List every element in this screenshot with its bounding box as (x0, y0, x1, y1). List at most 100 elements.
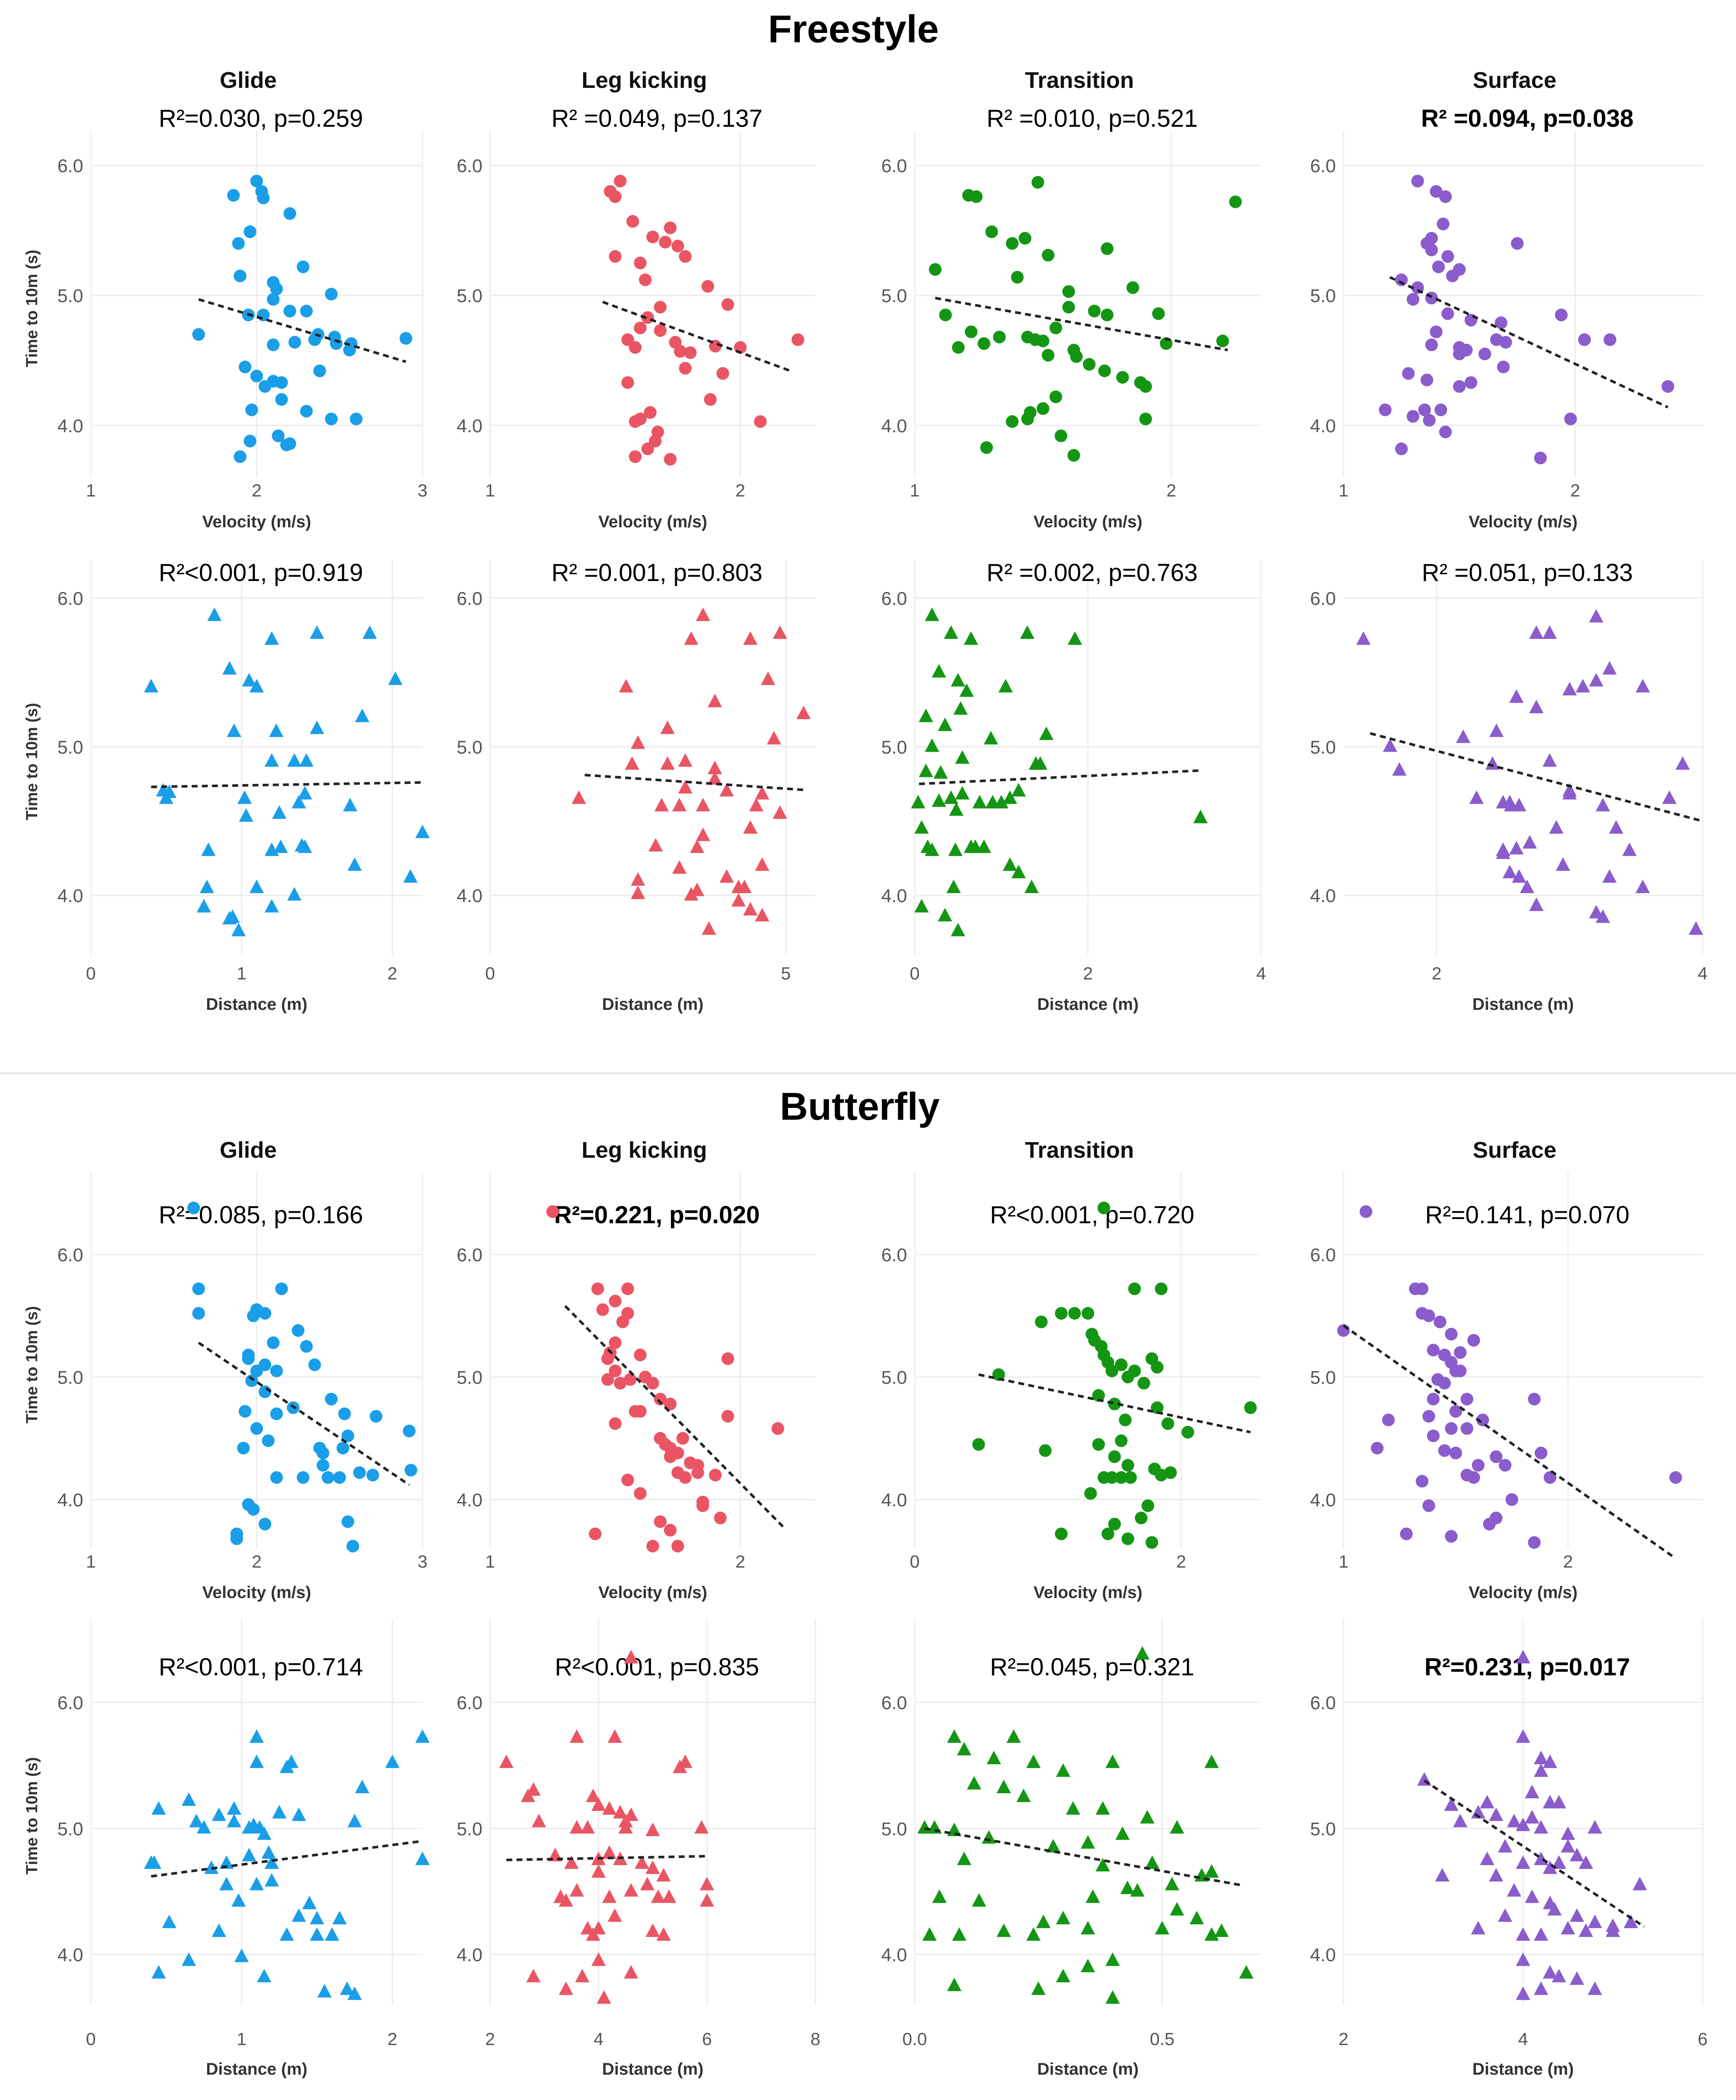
data-point (1528, 1393, 1541, 1406)
data-point (1425, 243, 1438, 256)
data-point (1478, 347, 1491, 360)
data-point (684, 887, 698, 901)
data-point (1379, 404, 1392, 416)
data-point (679, 1471, 692, 1484)
data-point (993, 330, 1006, 344)
data-point (1101, 308, 1114, 322)
data-point (1383, 738, 1398, 752)
data-point (272, 805, 287, 819)
data-point (591, 1797, 606, 1811)
data-point (656, 1868, 671, 1882)
x-tick-label: 4 (1518, 2029, 1528, 2049)
x-tick-label: 0 (910, 963, 919, 983)
data-point (654, 300, 667, 314)
data-point (151, 1801, 166, 1815)
data-point (325, 1393, 338, 1406)
y-tick-label: 6.0 (881, 1693, 907, 1713)
data-point (953, 701, 968, 715)
data-point (634, 322, 647, 335)
data-point (1062, 300, 1075, 314)
data-point (1415, 1282, 1428, 1295)
data-point (674, 345, 687, 358)
data-point (308, 1358, 321, 1371)
data-point (664, 453, 677, 466)
data-point (978, 337, 990, 350)
data-point (531, 1814, 546, 1827)
data-point (621, 1282, 634, 1295)
panel-title: Transition (1025, 1137, 1134, 1163)
data-point (1204, 1754, 1219, 1768)
data-point (1480, 1852, 1494, 1865)
data-point (624, 1650, 638, 1664)
data-point (1441, 307, 1454, 320)
panels: 4.0 5.0 6.0 1 2 3 Velocity (m/s) Time to 10m (s… (23, 68, 1708, 2078)
data-point (1552, 1969, 1566, 1983)
data-point (273, 839, 288, 853)
data-point (1011, 865, 1026, 878)
data-point (773, 625, 787, 639)
stats-annotation: R²<0.001, p=0.714 (159, 1653, 363, 1681)
data-point (279, 1927, 294, 1941)
data-point (911, 795, 926, 809)
data-point (646, 1822, 660, 1836)
data-point (619, 679, 633, 693)
data-point (1441, 250, 1454, 263)
x-axis-label: Distance (m) (602, 995, 703, 1014)
data-point (1543, 1965, 1557, 1979)
data-point (646, 1860, 660, 1874)
data-point (1029, 333, 1042, 346)
data-point (1016, 1788, 1031, 1802)
data-point (264, 753, 279, 767)
data-point (1505, 1493, 1518, 1506)
data-point (1534, 1446, 1548, 1459)
data-point (1214, 1923, 1229, 1937)
data-point (403, 869, 418, 883)
data-point (1360, 1205, 1373, 1218)
data-point (275, 1282, 288, 1295)
data-point (1552, 1855, 1566, 1869)
data-point (189, 1814, 204, 1827)
data-point (684, 346, 697, 359)
data-point (288, 336, 301, 349)
data-point (272, 429, 285, 442)
data-point (338, 1407, 351, 1420)
data-point (300, 1340, 313, 1353)
data-point (347, 1814, 362, 1827)
data-point (1529, 699, 1544, 713)
data-point (272, 1805, 287, 1819)
data-point (1081, 1921, 1095, 1935)
data-point (1145, 1855, 1160, 1869)
data-point (1046, 1839, 1060, 1853)
data-point (1101, 242, 1114, 255)
data-point (1588, 1820, 1602, 1834)
x-tick-label: 2 (1176, 1552, 1186, 1571)
data-point (591, 1864, 606, 1878)
data-point (589, 1527, 602, 1541)
data-point (234, 450, 247, 463)
data-point (242, 673, 256, 687)
data-point (1096, 1857, 1110, 1871)
x-tick-label: 2 (1563, 1552, 1573, 1571)
data-point (245, 1374, 258, 1387)
data-point (1516, 1855, 1530, 1869)
data-point (340, 1981, 354, 1995)
x-axis-label: Distance (m) (206, 995, 307, 1014)
data-point (250, 175, 263, 188)
data-point (1469, 790, 1484, 804)
data-point (1525, 1889, 1540, 1903)
data-point (696, 1495, 709, 1508)
data-point (1395, 273, 1408, 286)
data-point (1689, 921, 1703, 935)
data-point (1036, 402, 1049, 415)
x-tick-label: 2 (485, 2029, 495, 2049)
data-point (967, 1776, 981, 1790)
panel-title: Surface (1473, 1137, 1556, 1163)
panel-freestyle-leg-kicking-velocity: 4.0 5.0 6.0 1 2 Velocity (m/s) Leg kicking R² =… (457, 68, 815, 531)
x-tick-label: 0 (485, 963, 495, 983)
data-point (609, 190, 622, 203)
data-point (1434, 404, 1447, 416)
panel-freestyle-leg-kicking-distance: 4.0 5.0 6.0 0 5 Distance (m) R² =0.001, p=0.80… (457, 559, 815, 1014)
data-point (1444, 1797, 1458, 1811)
data-point (1124, 1471, 1137, 1484)
stats-annotation: R² =0.051, p=0.133 (1422, 559, 1633, 586)
